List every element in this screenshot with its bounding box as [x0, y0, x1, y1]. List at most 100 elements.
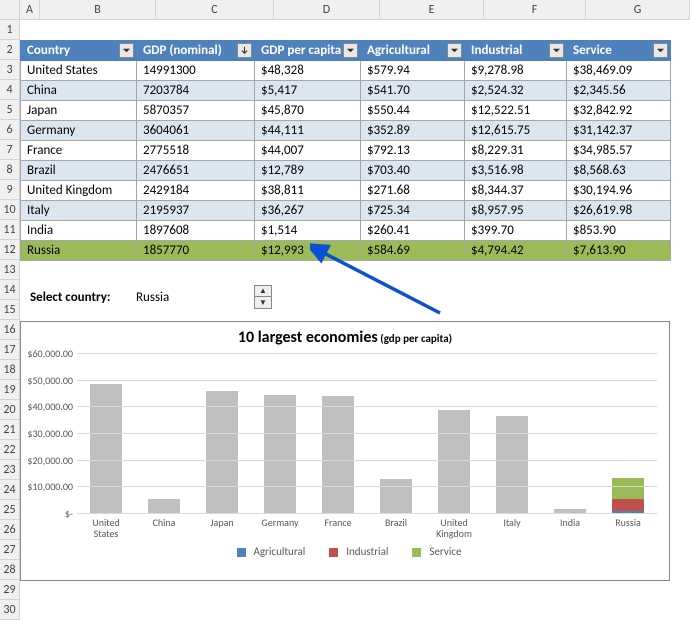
row-header-4[interactable]: 4: [0, 80, 20, 100]
cell[interactable]: 14991300: [137, 61, 255, 81]
cell[interactable]: $44,007: [255, 141, 361, 161]
row-header-16[interactable]: 16: [0, 320, 20, 340]
cell[interactable]: $30,194.96: [567, 181, 671, 201]
cell[interactable]: France: [21, 141, 137, 161]
cell[interactable]: $8,229.31: [465, 141, 567, 161]
cell[interactable]: $44,111: [255, 121, 361, 141]
cell[interactable]: $579.94: [361, 61, 465, 81]
table-row[interactable]: France2775518$44,007$792.13$8,229.31$34,…: [21, 141, 671, 161]
cell[interactable]: $32,842.92: [567, 101, 671, 121]
cell[interactable]: United States: [21, 61, 137, 81]
cell[interactable]: $725.34: [361, 201, 465, 221]
row-header-19[interactable]: 19: [0, 380, 20, 400]
col-header-g[interactable]: G: [586, 0, 690, 20]
table-row[interactable]: Russia1857770$12,993$584.69$4,794.42$7,6…: [21, 241, 671, 261]
table-row[interactable]: India1897608$1,514$260.41$399.70$853.90: [21, 221, 671, 241]
col-header-f[interactable]: F: [484, 0, 586, 20]
cell[interactable]: $9,278.98: [465, 61, 567, 81]
cell[interactable]: $541.70: [361, 81, 465, 101]
spinner-up-button[interactable]: ▲: [255, 286, 271, 297]
row-header-21[interactable]: 21: [0, 420, 20, 440]
cell[interactable]: 1857770: [137, 241, 255, 261]
cell[interactable]: India: [21, 221, 137, 241]
cell[interactable]: $3,516.98: [465, 161, 567, 181]
row-header-12[interactable]: 12: [0, 240, 20, 260]
row-header-6[interactable]: 6: [0, 120, 20, 140]
cell[interactable]: 2775518: [137, 141, 255, 161]
row-header-13[interactable]: 13: [0, 260, 20, 280]
cell[interactable]: $36,267: [255, 201, 361, 221]
row-header-18[interactable]: 18: [0, 360, 20, 380]
filter-dropdown-icon[interactable]: [343, 43, 358, 58]
row-header-28[interactable]: 28: [0, 560, 20, 580]
col-header-d[interactable]: D: [274, 0, 380, 20]
row-header-11[interactable]: 11: [0, 220, 20, 240]
row-header-24[interactable]: 24: [0, 480, 20, 500]
row-header-23[interactable]: 23: [0, 460, 20, 480]
cell[interactable]: $584.69: [361, 241, 465, 261]
cell[interactable]: China: [21, 81, 137, 101]
country-spinner[interactable]: ▲ ▼: [254, 285, 272, 309]
table-row[interactable]: China7203784$5,417$541.70$2,524.32$2,345…: [21, 81, 671, 101]
cell[interactable]: Brazil: [21, 161, 137, 181]
sort-desc-icon[interactable]: [237, 43, 252, 58]
cell[interactable]: $45,870: [255, 101, 361, 121]
cell[interactable]: Italy: [21, 201, 137, 221]
cell[interactable]: $5,417: [255, 81, 361, 101]
row-header-20[interactable]: 20: [0, 400, 20, 420]
cell[interactable]: $31,142.37: [567, 121, 671, 141]
row-header-8[interactable]: 8: [0, 160, 20, 180]
cell[interactable]: 7203784: [137, 81, 255, 101]
row-header-1[interactable]: 1: [0, 20, 20, 40]
cell[interactable]: $34,985.57: [567, 141, 671, 161]
row-header-9[interactable]: 9: [0, 180, 20, 200]
cell[interactable]: $12,522.51: [465, 101, 567, 121]
cell[interactable]: $12,993: [255, 241, 361, 261]
table-row[interactable]: United Kingdom2429184$38,811$271.68$8,34…: [21, 181, 671, 201]
row-header-2[interactable]: 2: [0, 40, 20, 60]
cell[interactable]: $8,568.63: [567, 161, 671, 181]
cell[interactable]: $792.13: [361, 141, 465, 161]
cell[interactable]: 2476651: [137, 161, 255, 181]
cell[interactable]: $853.90: [567, 221, 671, 241]
cell[interactable]: $260.41: [361, 221, 465, 241]
cell[interactable]: $399.70: [465, 221, 567, 241]
cell[interactable]: United Kingdom: [21, 181, 137, 201]
row-header-30[interactable]: 30: [0, 600, 20, 620]
cell[interactable]: Russia: [21, 241, 137, 261]
row-header-5[interactable]: 5: [0, 100, 20, 120]
cell[interactable]: $8,344.37: [465, 181, 567, 201]
row-header-25[interactable]: 25: [0, 500, 20, 520]
row-header-22[interactable]: 22: [0, 440, 20, 460]
cell[interactable]: Germany: [21, 121, 137, 141]
cell[interactable]: $38,469.09: [567, 61, 671, 81]
filter-dropdown-icon[interactable]: [653, 43, 668, 58]
table-row[interactable]: Japan5870357$45,870$550.44$12,522.51$32,…: [21, 101, 671, 121]
table-row[interactable]: Italy2195937$36,267$725.34$8,957.95$26,6…: [21, 201, 671, 221]
row-header-15[interactable]: 15: [0, 300, 20, 320]
cell[interactable]: $48,328: [255, 61, 361, 81]
row-header-26[interactable]: 26: [0, 520, 20, 540]
cell[interactable]: $2,345.56: [567, 81, 671, 101]
cell[interactable]: 5870357: [137, 101, 255, 121]
cell[interactable]: 2429184: [137, 181, 255, 201]
cell[interactable]: $1,514: [255, 221, 361, 241]
table-row[interactable]: United States14991300$48,328$579.94$9,27…: [21, 61, 671, 81]
cell[interactable]: $12,615.75: [465, 121, 567, 141]
cell[interactable]: $352.89: [361, 121, 465, 141]
col-header-b[interactable]: B: [40, 0, 156, 20]
col-header-c[interactable]: C: [156, 0, 274, 20]
cell[interactable]: $271.68: [361, 181, 465, 201]
cell[interactable]: $8,957.95: [465, 201, 567, 221]
col-header-a[interactable]: A: [20, 0, 40, 20]
cell[interactable]: $26,619.98: [567, 201, 671, 221]
col-header-e[interactable]: E: [380, 0, 484, 20]
table-row[interactable]: Germany3604061$44,111$352.89$12,615.75$3…: [21, 121, 671, 141]
row-header-7[interactable]: 7: [0, 140, 20, 160]
table-row[interactable]: Brazil2476651$12,789$703.40$3,516.98$8,5…: [21, 161, 671, 181]
row-header-3[interactable]: 3: [0, 60, 20, 80]
cell[interactable]: $38,811: [255, 181, 361, 201]
cell[interactable]: $12,789: [255, 161, 361, 181]
row-header-29[interactable]: 29: [0, 580, 20, 600]
filter-dropdown-icon[interactable]: [447, 43, 462, 58]
